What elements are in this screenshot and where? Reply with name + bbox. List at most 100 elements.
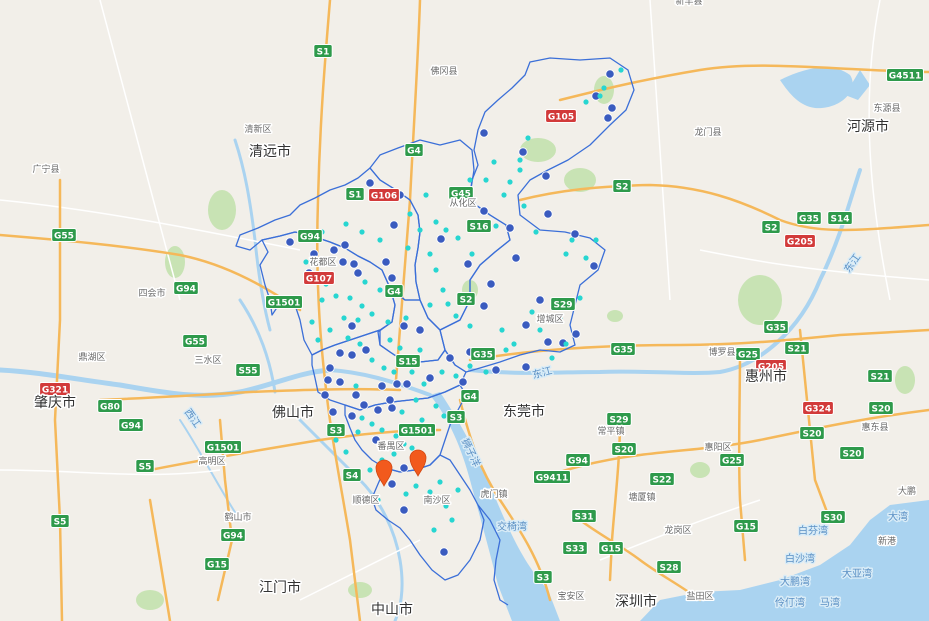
route-shield: S20: [868, 401, 894, 415]
route-shield: S2: [761, 220, 781, 234]
route-shield-label: G94: [300, 232, 320, 242]
route-shield: S55: [235, 363, 261, 377]
route-shield: G205: [755, 359, 787, 373]
route-shield: G1501: [398, 423, 436, 437]
district-label: 南沙区: [423, 494, 450, 506]
route-shield-label: S20: [614, 445, 633, 455]
route-shield-label: S31: [574, 512, 593, 522]
route-shield-label: G94: [121, 421, 141, 431]
route-shield-label: S21: [870, 372, 889, 382]
district-label: 虎门镇: [480, 488, 507, 500]
route-shield: S3: [326, 423, 346, 437]
route-shield: G35: [796, 211, 822, 225]
route-shield: S3: [533, 570, 553, 584]
route-shield-label: G107: [306, 274, 332, 284]
route-shield-label: G35: [799, 214, 819, 224]
route-shield: G25: [735, 347, 761, 361]
route-shield: G94: [173, 281, 199, 295]
route-shield: G205: [784, 234, 816, 248]
location-markers[interactable]: [375, 449, 427, 487]
route-shield: S3: [446, 410, 466, 424]
route-shield-label: S20: [842, 449, 861, 459]
route-shield-label: S28: [659, 563, 678, 573]
district-label: 常平镇: [597, 425, 624, 437]
route-shield: G35: [763, 320, 789, 334]
route-shield-label: G45: [451, 189, 471, 199]
route-shield: G45: [448, 186, 474, 200]
route-shield: G94: [220, 528, 246, 542]
route-shield: G4: [404, 143, 424, 157]
route-shield: G55: [51, 228, 77, 242]
route-shield-label: G4511: [889, 71, 921, 81]
district-boundaries: [235, 57, 635, 606]
route-shields: S1 S1 G105 G106 G107 G4 G45 S16 G94 G4 S2 S29 G1501 G…: [39, 44, 924, 584]
district-label: 四会市: [138, 287, 165, 299]
route-shield: S2: [612, 179, 632, 193]
route-shield-label: G1501: [268, 298, 300, 308]
location-marker-1[interactable]: [375, 459, 393, 487]
water-bodies: [430, 67, 929, 621]
district-label: 佛冈县: [430, 65, 457, 77]
route-shield-label: G4: [463, 392, 477, 402]
route-shield-label: S3: [450, 413, 463, 423]
water-label: 大亚湾: [842, 567, 872, 580]
route-shield-label: G1501: [207, 443, 239, 453]
water-label: 大鹏湾: [780, 575, 810, 588]
district-label: 塘厦镇: [628, 491, 655, 503]
city-label: 东莞市: [503, 403, 545, 420]
route-shield-label: G35: [613, 345, 633, 355]
route-shield-label: G15: [736, 522, 756, 532]
district-label: 高明区: [198, 455, 225, 467]
route-shield-label: S3: [537, 573, 550, 583]
route-shield: G1501: [265, 295, 303, 309]
map-pin-icon[interactable]: [375, 459, 393, 487]
district-label: 顺德区: [352, 494, 379, 506]
route-shield-label: S3: [330, 426, 343, 436]
route-shield-label: S2: [616, 182, 629, 192]
route-shield-label: G35: [766, 323, 786, 333]
district-label: 盐田区: [686, 590, 713, 602]
route-shield: G107: [303, 271, 335, 285]
district-label: 东源县: [873, 102, 900, 114]
route-shield-label: S5: [139, 462, 152, 472]
city-label: 佛山市: [272, 404, 314, 421]
water-label: 大湾: [888, 510, 908, 523]
route-shield-label: S14: [830, 214, 849, 224]
route-shield: G4: [460, 389, 480, 403]
route-shield-label: G15: [601, 544, 621, 554]
route-shield-label: G55: [185, 337, 205, 347]
route-shield: G94: [565, 453, 591, 467]
water-label: 伶仃湾: [775, 596, 805, 609]
route-shield: S29: [550, 297, 576, 311]
route-shield: S14: [827, 211, 853, 225]
route-shield: S20: [799, 426, 825, 440]
district-label: 增城区: [536, 313, 563, 325]
water-label: 交椅湾: [497, 520, 527, 533]
route-shield-label: G94: [223, 531, 243, 541]
route-shield-label: S2: [765, 223, 778, 233]
route-shield-label: G9411: [536, 473, 568, 483]
route-shield-label: G55: [54, 231, 74, 241]
district-label: 清新区: [244, 123, 271, 135]
route-shield: S20: [839, 446, 865, 460]
route-shield: G1501: [204, 440, 242, 454]
route-shield: G9411: [533, 470, 571, 484]
city-label: 清远市: [249, 143, 291, 160]
location-marker-2[interactable]: [409, 449, 427, 477]
route-shield-label: G324: [805, 404, 831, 414]
route-shield: G94: [297, 229, 323, 243]
route-shield-label: G4: [387, 287, 401, 297]
route-shield-label: G1501: [401, 426, 433, 436]
route-shield: G80: [97, 399, 123, 413]
route-shield: S5: [50, 514, 70, 528]
route-shield-label: S22: [652, 475, 671, 485]
route-shield: S30: [820, 510, 846, 524]
city-label: 中山市: [371, 601, 413, 618]
district-label: 花都区: [309, 256, 336, 268]
district-label: 新丰县: [675, 0, 702, 7]
route-shield: S1: [313, 44, 333, 58]
map-pin-icon[interactable]: [409, 449, 427, 477]
route-shield: G105: [545, 109, 577, 123]
route-shield: S33: [562, 541, 588, 555]
